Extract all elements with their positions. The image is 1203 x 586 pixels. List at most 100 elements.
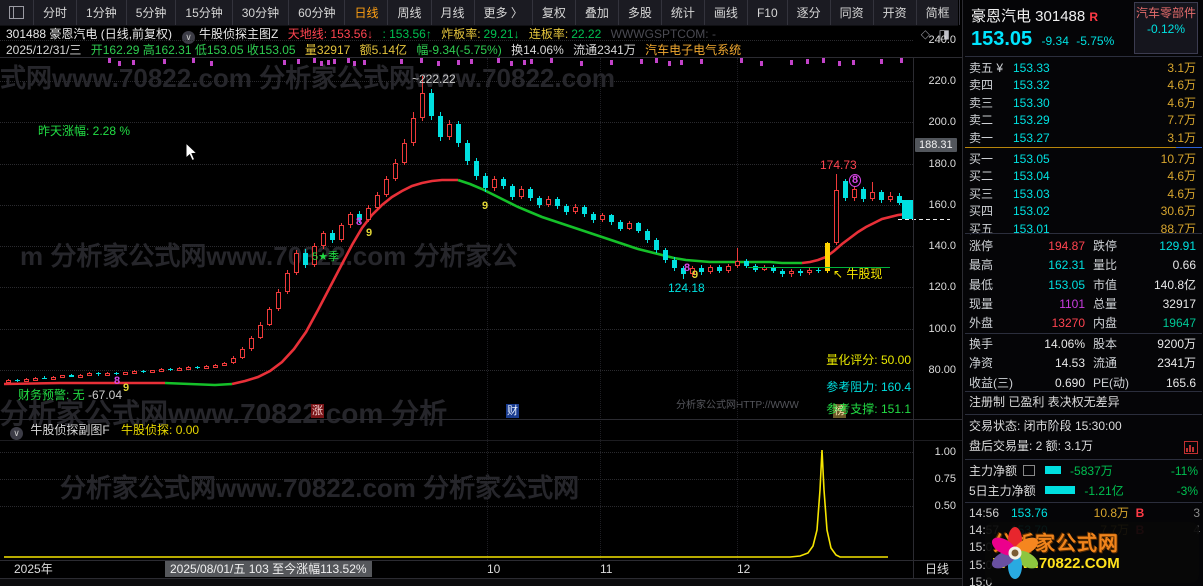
flower-logo-icon: [991, 526, 1039, 579]
bid-row[interactable]: 买四 153.02 30.6万: [969, 204, 1196, 219]
finance-warning-label: 财务预警: 无 -67.04: [18, 388, 123, 402]
stats-row: 净资 14.53 流通 2341万: [969, 356, 1196, 371]
ask-row[interactable]: 卖三 153.30 4.6万: [969, 95, 1196, 110]
candle-body: [257, 324, 263, 338]
trend-line-segment: [801, 211, 913, 265]
mini-barchart-icon[interactable]: [1184, 441, 1198, 454]
industry-label[interactable]: 汽车电子电气系统: [645, 43, 742, 57]
menu-item-复权[interactable]: 复权: [533, 0, 576, 25]
finance-warning-value: -67.04: [84, 388, 123, 402]
signal-dot: [363, 60, 366, 65]
signal-dot: [210, 61, 213, 66]
candle-body: [185, 366, 191, 370]
menu-item-15分钟[interactable]: 15分钟: [176, 0, 233, 25]
menu-item-周线[interactable]: 周线: [388, 0, 432, 25]
menu-item-逐分[interactable]: 逐分: [788, 0, 831, 25]
ask-row[interactable]: 卖五 ¥153.33 3.1万: [969, 61, 1196, 75]
candle-body: [464, 142, 470, 162]
candle-body: [338, 225, 344, 240]
menu-item-分时[interactable]: 分时: [34, 0, 78, 25]
subchart-spike: [4, 449, 888, 558]
stats-row: 涨停 194.87 跌停 129.91: [969, 239, 1196, 253]
candle-body: [140, 370, 146, 373]
sector-quote-box[interactable]: 汽车零部件 -0.12%: [1134, 2, 1198, 54]
menu-item-日线[interactable]: 日线: [345, 0, 389, 25]
menu-item-更多 〉[interactable]: 更多 〉: [475, 0, 533, 25]
signal-support-line: [748, 267, 890, 268]
chevron-down-icon[interactable]: ∨: [10, 427, 23, 440]
sector-name: 汽车零部件: [1135, 6, 1196, 20]
menu-item-5分钟[interactable]: 5分钟: [127, 0, 177, 25]
after-hours-volume: 盘后交易量: 2 额: 3.1万: [969, 438, 1198, 455]
candle-body: [473, 161, 479, 176]
candle-body: [284, 272, 290, 292]
bid-row[interactable]: 买一 153.05 10.7万: [969, 152, 1196, 166]
price-gridline: [0, 246, 913, 247]
menu-item-同资[interactable]: 同资: [831, 0, 874, 25]
candle-body: [869, 192, 875, 199]
menu-item-60分钟[interactable]: 60分钟: [289, 0, 346, 25]
ask-row[interactable]: 卖一 153.27 3.1万: [969, 130, 1196, 145]
menu-item-1分钟[interactable]: 1分钟: [77, 0, 127, 25]
margin-flag: R: [1089, 10, 1099, 24]
chart-info-row: 301488 豪恩汽电 (日线,前复权) ∨ 牛股侦探主图Z 天地线: 153.56…: [0, 26, 958, 44]
candle-body: [32, 377, 38, 381]
orderbook-divider-accent: [1176, 147, 1202, 148]
candle-body: [527, 189, 533, 198]
month-label-10: 10: [487, 562, 501, 576]
trend-line-segment: [231, 178, 458, 386]
month-label-11: 11: [600, 562, 613, 576]
candle-wick: [872, 182, 873, 202]
bid-row[interactable]: 买五 153.01 88.7万: [969, 221, 1196, 236]
window-toggle-button[interactable]: [0, 0, 34, 25]
main-indicator-name[interactable]: 牛股侦探主图Z: [199, 27, 279, 41]
candle-body: [635, 223, 641, 231]
menu-item-开资[interactable]: 开资: [874, 0, 917, 25]
last-price-row: 153.05 -9.34 -5.75%: [971, 28, 1114, 51]
ask-row[interactable]: 卖二 153.29 7.7万: [969, 113, 1196, 128]
bid-row[interactable]: 买三 153.03 4.6万: [969, 186, 1196, 201]
menu-item-30分钟[interactable]: 30分钟: [233, 0, 290, 25]
candle-body: [86, 373, 92, 377]
month-gridline: [737, 58, 738, 560]
bid-row[interactable]: 买二 153.04 4.6万: [969, 169, 1196, 184]
candle-body: [14, 379, 20, 381]
event-char-涨[interactable]: 涨: [311, 404, 324, 418]
quote-panel: 豪恩汽电 301488 R 153.05 -9.34 -5.75% 汽车零部件 …: [962, 0, 1203, 586]
ask-row[interactable]: 卖四 153.32 4.6万: [969, 78, 1196, 93]
menu-item-画线[interactable]: 画线: [705, 0, 748, 25]
menu-item-简框[interactable]: 简框: [917, 0, 960, 25]
price-axis-label: 240.0: [928, 34, 956, 46]
price-gridline: [0, 329, 913, 330]
detail-list-icon[interactable]: [1023, 465, 1036, 476]
signal-dot: [497, 58, 500, 63]
signal-dot: [610, 60, 613, 65]
year-label: 2025年: [14, 562, 53, 576]
event-char-财[interactable]: 财: [506, 404, 519, 418]
sector-change-pct: -0.12%: [1146, 22, 1186, 36]
candle-body: [887, 195, 893, 200]
menu-item-月线[interactable]: 月线: [432, 0, 475, 25]
candle-body: [509, 186, 515, 197]
diamond-icon[interactable]: ◇: [920, 27, 930, 41]
volume-value: 量32917: [304, 43, 351, 57]
candle-body: [149, 370, 155, 374]
candle-body: [671, 259, 677, 268]
menu-item-统计[interactable]: 统计: [662, 0, 705, 25]
signal-dot: [852, 60, 855, 65]
menu-item-多股[interactable]: 多股: [619, 0, 662, 25]
subchart-header: ∨ 牛股侦探副图F 牛股侦探: 0.00: [6, 422, 199, 440]
menu-item-F10[interactable]: F10: [748, 0, 788, 25]
subchart-title[interactable]: 牛股侦探副图F: [30, 423, 110, 437]
candle-body: [221, 362, 227, 366]
split-window-icon[interactable]: ◨: [938, 27, 950, 41]
trend-line-segment: [3, 381, 165, 386]
candle-body: [536, 197, 542, 205]
period-label[interactable]: 日线: [925, 562, 950, 576]
candle-body: [626, 223, 632, 229]
crosshair-price-label: 188.31: [915, 138, 957, 152]
candle-body: [770, 266, 776, 271]
event-char-榜[interactable]: 榜: [833, 404, 846, 418]
signal-dot: [530, 59, 533, 64]
menu-item-叠加[interactable]: 叠加: [576, 0, 619, 25]
